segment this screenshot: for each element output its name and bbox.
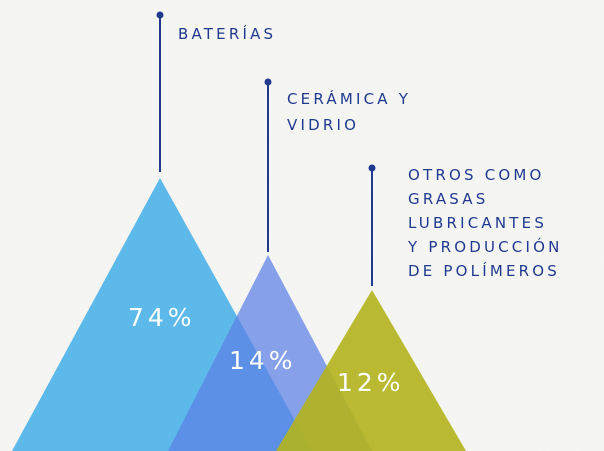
percent: 12%	[337, 368, 405, 397]
label: OTROS COMO	[408, 166, 545, 184]
percent: 74%	[128, 303, 196, 332]
label: CERÁMICA Y	[287, 89, 411, 108]
triangle-otros	[276, 290, 466, 451]
label: GRASAS	[408, 190, 488, 208]
label: BATERÍAS	[178, 24, 276, 43]
label: Y PRODUCCIÓN	[407, 237, 563, 256]
label: DE POLÍMEROS	[408, 261, 560, 280]
percent: 14%	[229, 346, 297, 375]
label: VIDRIO	[287, 116, 359, 134]
label: LUBRICANTES	[408, 214, 547, 232]
